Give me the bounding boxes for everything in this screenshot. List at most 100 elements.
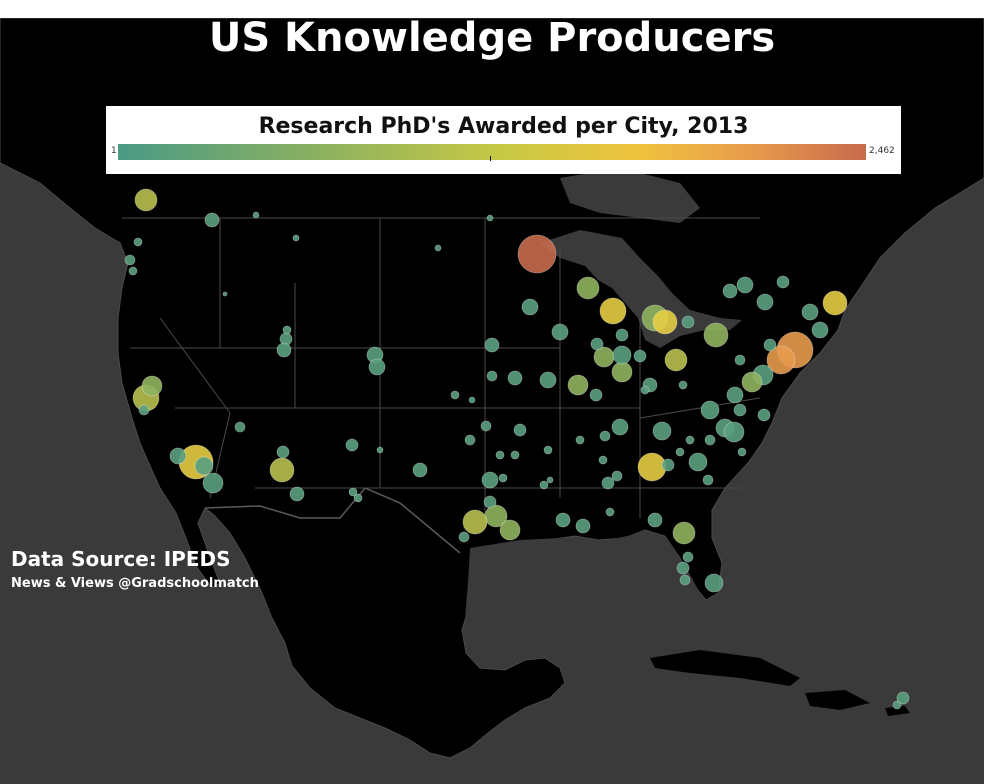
city-bubble[interactable] [682,551,694,563]
city-bubble[interactable] [763,338,777,352]
city-bubble[interactable] [652,309,678,335]
city-bubble[interactable] [276,445,290,459]
city-bubble[interactable] [468,396,476,404]
city-bubble[interactable] [652,421,672,441]
city-bubble[interactable] [675,447,685,457]
city-bubble[interactable] [612,345,632,365]
city-bubble[interactable] [495,450,505,460]
city-bubble[interactable] [664,348,688,372]
city-bubble[interactable] [685,435,695,445]
city-bubble[interactable] [345,438,359,452]
city-bubble[interactable] [289,486,305,502]
city-bubble[interactable] [576,276,600,300]
city-bubble[interactable] [202,472,224,494]
city-bubble[interactable] [134,188,158,212]
city-bubble[interactable] [517,234,557,274]
city-bubble[interactable] [679,574,691,586]
city-bubble[interactable] [590,337,604,351]
city-bubble[interactable] [688,452,708,472]
city-bubble[interactable] [681,315,695,329]
city-bubble[interactable] [601,476,615,490]
city-bubble[interactable] [611,361,633,383]
city-bubble[interactable] [896,691,910,705]
city-bubble[interactable] [589,388,603,402]
city-bubble[interactable] [169,447,187,465]
city-bubble[interactable] [292,234,300,242]
city-bubble[interactable] [376,446,384,454]
city-bubble[interactable] [647,512,663,528]
city-bubble[interactable] [458,531,470,543]
city-bubble[interactable] [757,408,771,422]
city-bubble[interactable] [348,487,358,497]
city-bubble[interactable] [234,421,246,433]
city-bubble[interactable] [637,452,667,482]
city-bubble[interactable] [204,212,220,228]
city-bubble[interactable] [703,322,729,348]
city-bubble[interactable] [726,386,744,404]
city-bubble[interactable] [521,298,539,316]
city-bubble[interactable] [462,509,488,535]
city-bubble[interactable] [486,214,494,222]
city-bubble[interactable] [892,700,902,710]
map[interactable] [0,18,984,784]
city-bubble[interactable] [822,290,848,316]
city-bubble[interactable] [723,421,745,443]
city-bubble[interactable] [498,473,508,483]
city-bubble[interactable] [766,345,796,375]
city-bubble[interactable] [513,423,527,437]
city-bubble[interactable] [269,457,295,483]
city-bubble[interactable] [133,237,143,247]
city-bubble[interactable] [368,358,386,376]
city-bubble[interactable] [801,303,819,321]
city-bubble[interactable] [575,435,585,445]
city-bubble[interactable] [567,374,589,396]
city-bubble[interactable] [733,403,747,417]
city-bubble[interactable] [481,471,499,489]
city-bubble[interactable] [776,275,790,289]
city-bubble[interactable] [672,521,696,545]
city-bubble[interactable] [599,297,627,325]
city-bubble[interactable] [128,266,138,276]
city-bubble[interactable] [252,211,260,219]
city-bubble[interactable] [676,561,690,575]
city-bubble[interactable] [633,349,647,363]
city-bubble[interactable] [599,430,611,442]
city-bubble[interactable] [546,476,554,484]
city-bubble[interactable] [194,456,214,476]
city-bubble[interactable] [615,328,629,342]
city-bubble[interactable] [483,495,497,509]
city-bubble[interactable] [510,450,520,460]
city-bubble[interactable] [507,370,523,386]
city-bubble[interactable] [611,470,623,482]
city-bubble[interactable] [353,493,363,503]
city-bubble[interactable] [543,445,553,455]
city-bubble[interactable] [702,474,714,486]
city-bubble[interactable] [575,518,591,534]
city-bubble[interactable] [141,375,163,397]
city-bubble[interactable] [499,519,521,541]
city-bubble[interactable] [551,323,569,341]
city-bubble[interactable] [486,370,498,382]
city-bubble[interactable] [736,276,754,294]
city-bubble[interactable] [756,293,774,311]
city-bubble[interactable] [741,371,763,393]
city-bubble[interactable] [539,480,549,490]
city-bubble[interactable] [811,321,829,339]
city-bubble[interactable] [138,404,150,416]
city-bubble[interactable] [282,325,292,335]
city-bubble[interactable] [722,283,738,299]
city-bubble[interactable] [539,371,557,389]
city-bubble[interactable] [678,380,688,390]
city-bubble[interactable] [480,420,492,432]
city-bubble[interactable] [611,418,629,436]
city-bubble[interactable] [737,447,747,457]
city-bubble[interactable] [450,390,460,400]
city-bubble[interactable] [640,385,650,395]
city-bubble[interactable] [124,254,136,266]
city-bubble[interactable] [661,458,675,472]
city-bubble[interactable] [555,512,571,528]
city-bubble[interactable] [412,462,428,478]
city-bubble[interactable] [276,342,292,358]
city-bubble[interactable] [598,455,608,465]
city-bubble[interactable] [484,337,500,353]
